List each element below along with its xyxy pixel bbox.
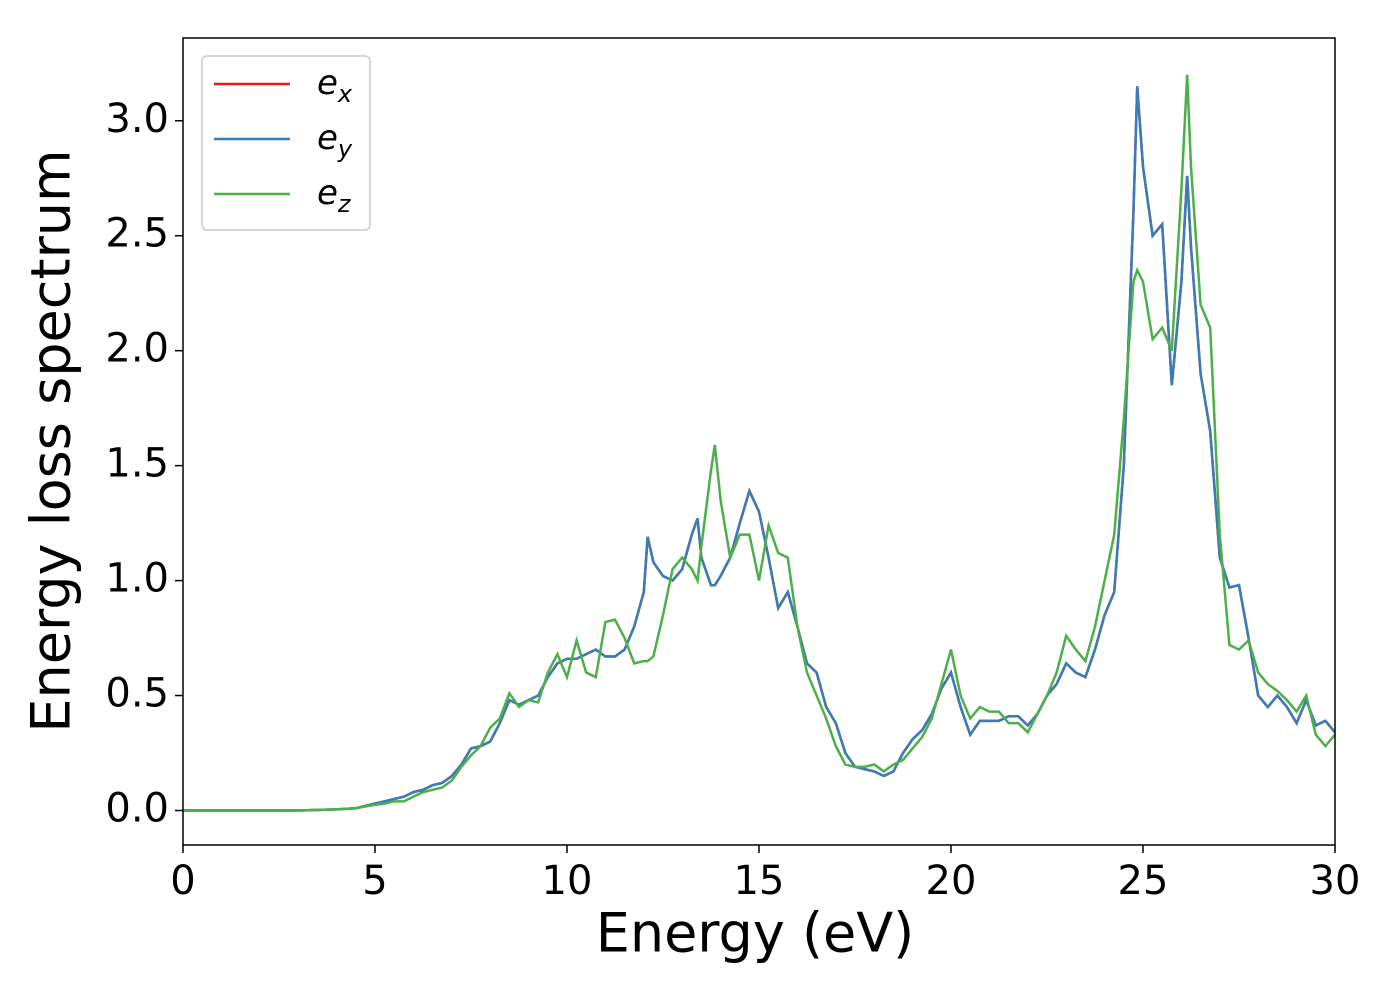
y-tick-label: 1.0: [105, 556, 169, 602]
x-tick-label: 15: [734, 858, 785, 904]
y-tick-label: 0.0: [105, 786, 169, 832]
plot-frame: [182, 37, 1336, 846]
y-axis-label: Energy loss spectrum: [20, 149, 83, 732]
x-tick-label: 5: [362, 858, 387, 904]
y-tick-label: 0.5: [105, 671, 169, 717]
legend-label: ey: [317, 118, 353, 163]
x-tick-label: 30: [1310, 858, 1361, 904]
y-tick-label: 2.5: [105, 211, 169, 257]
x-tick-label: 20: [926, 858, 977, 904]
legend-box: [201, 55, 371, 231]
y-tick-label: 2.0: [105, 326, 169, 372]
legend-label: ez: [317, 173, 352, 218]
x-axis-label: Energy (eV): [596, 902, 915, 965]
x-tick-label: 10: [542, 858, 593, 904]
x-tick-label: 0: [170, 858, 195, 904]
series-line: [183, 74, 1335, 812]
y-tick-label: 3.0: [105, 96, 169, 142]
y-tick-label: 1.5: [105, 441, 169, 487]
series-line: [183, 86, 1335, 812]
legend-label: ex: [317, 63, 353, 108]
x-tick-label: 25: [1118, 858, 1169, 904]
